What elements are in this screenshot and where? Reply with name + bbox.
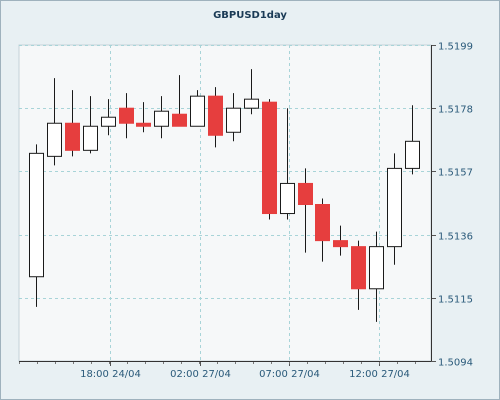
bull-candle-body — [280, 182, 295, 215]
y-tick-label: 1.5157 — [438, 168, 473, 179]
x-tick-label: 12:00 27/04 — [349, 369, 410, 380]
bull-candle-body — [226, 107, 241, 133]
bull-candle-body — [387, 167, 402, 248]
bear-candle-body — [298, 182, 313, 206]
bear-candle-body — [65, 122, 80, 151]
x-tick-label: 02:00 27/04 — [170, 369, 231, 380]
bull-candle-body — [190, 95, 205, 127]
y-tick-label: 1.5094 — [438, 358, 473, 369]
bull-candle-body — [47, 122, 62, 157]
bear-candle-body — [119, 107, 134, 124]
bull-candle-body — [154, 110, 169, 127]
bull-candle-body — [405, 140, 420, 169]
axes: 1.5094 1.5115 1.5136 1.5157 1.5178 1.5199 18:0… — [19, 42, 473, 380]
bear-candle-body — [208, 95, 223, 136]
bull-candle-body — [83, 125, 98, 151]
y-tick-label: 1.5115 — [438, 295, 473, 306]
bear-candle-body — [315, 204, 330, 242]
chart-title: GBPUSD1day — [213, 10, 287, 21]
bear-candle-body — [262, 101, 277, 215]
bear-candle-body — [351, 246, 366, 290]
y-tick-label: 1.5136 — [438, 232, 473, 243]
y-tick-label: 1.5178 — [438, 105, 473, 116]
x-tick-label: 07:00 27/04 — [259, 369, 320, 380]
bull-candle-body — [369, 246, 384, 290]
x-tick-label: 18:00 24/04 — [80, 369, 141, 380]
bear-candle-body — [333, 240, 348, 248]
plot-area — [18, 44, 432, 362]
bull-candle-body — [244, 98, 259, 109]
bear-candle-body — [136, 122, 151, 127]
bull-candle-body — [101, 116, 116, 127]
bear-candle-body — [172, 113, 187, 127]
y-tick-label: 1.5199 — [438, 42, 473, 53]
candles — [29, 69, 420, 322]
bull-candle-body — [29, 152, 44, 278]
